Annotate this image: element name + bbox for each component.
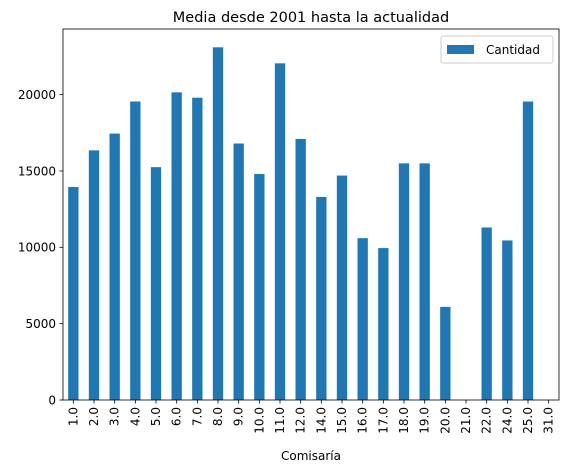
x-tick-label: 15.0 bbox=[335, 407, 349, 434]
x-tick-label: 5.0 bbox=[149, 407, 163, 426]
y-tick-label: 10000 bbox=[18, 241, 56, 255]
bar-9-0 bbox=[234, 144, 244, 400]
x-tick-label: 10.0 bbox=[252, 407, 266, 434]
bar-14-0 bbox=[316, 197, 326, 400]
x-tick-label: 1.0 bbox=[66, 407, 80, 426]
x-tick-label: 14.0 bbox=[314, 407, 328, 434]
bar-20-0 bbox=[440, 307, 450, 400]
x-tick-label: 7.0 bbox=[190, 407, 204, 426]
x-tick-label: 21.0 bbox=[459, 407, 473, 434]
x-tick-label: 31.0 bbox=[542, 407, 556, 434]
x-tick-label: 16.0 bbox=[356, 407, 370, 434]
bar-4-0 bbox=[130, 102, 140, 400]
bar-5-0 bbox=[151, 167, 161, 400]
legend: Cantidad bbox=[441, 36, 553, 63]
x-tick-label: 8.0 bbox=[211, 407, 225, 426]
legend-swatch-cantidad bbox=[447, 45, 474, 54]
x-tick-label: 11.0 bbox=[273, 407, 287, 434]
bar-1-0 bbox=[68, 187, 78, 400]
bar-11-0 bbox=[275, 63, 285, 400]
legend-label-cantidad: Cantidad bbox=[486, 43, 540, 57]
x-tick-label: 25.0 bbox=[521, 407, 535, 434]
y-tick-label: 0 bbox=[48, 393, 56, 407]
x-tick-label: 3.0 bbox=[108, 407, 122, 426]
x-tick-label: 20.0 bbox=[438, 407, 452, 434]
bar-6-0 bbox=[172, 92, 182, 400]
bar-3-0 bbox=[110, 134, 120, 400]
bar-16-0 bbox=[358, 238, 368, 400]
y-tick-label: 15000 bbox=[18, 164, 56, 178]
bar-25-0 bbox=[523, 102, 533, 400]
bar-22-0 bbox=[482, 227, 492, 400]
x-tick-label: 24.0 bbox=[500, 407, 514, 434]
bar-15-0 bbox=[337, 176, 347, 400]
bar-18-0 bbox=[399, 163, 409, 400]
x-tick-label: 12.0 bbox=[294, 407, 308, 434]
x-tick-label: 2.0 bbox=[87, 407, 101, 426]
y-tick-label: 20000 bbox=[18, 88, 56, 102]
x-tick-label: 9.0 bbox=[232, 407, 246, 426]
x-tick-label: 4.0 bbox=[128, 407, 142, 426]
x-tick-label: 17.0 bbox=[376, 407, 390, 434]
bar-8-0 bbox=[213, 47, 223, 400]
x-tick-label: 6.0 bbox=[170, 407, 184, 426]
bar-12-0 bbox=[296, 139, 306, 400]
x-tick-label: 22.0 bbox=[480, 407, 494, 434]
bar-17-0 bbox=[378, 248, 388, 400]
chart-title: Media desde 2001 hasta la actualidad bbox=[173, 10, 449, 26]
bar-19-0 bbox=[420, 163, 430, 400]
bar-7-0 bbox=[192, 98, 202, 400]
bar-24-0 bbox=[502, 240, 512, 400]
x-axis-label: Comisaría bbox=[281, 449, 341, 463]
y-tick-label: 5000 bbox=[25, 317, 56, 331]
bar-10-0 bbox=[254, 174, 264, 400]
x-tick-label: 19.0 bbox=[418, 407, 432, 434]
bar-2-0 bbox=[89, 150, 99, 400]
x-tick-label: 18.0 bbox=[397, 407, 411, 434]
